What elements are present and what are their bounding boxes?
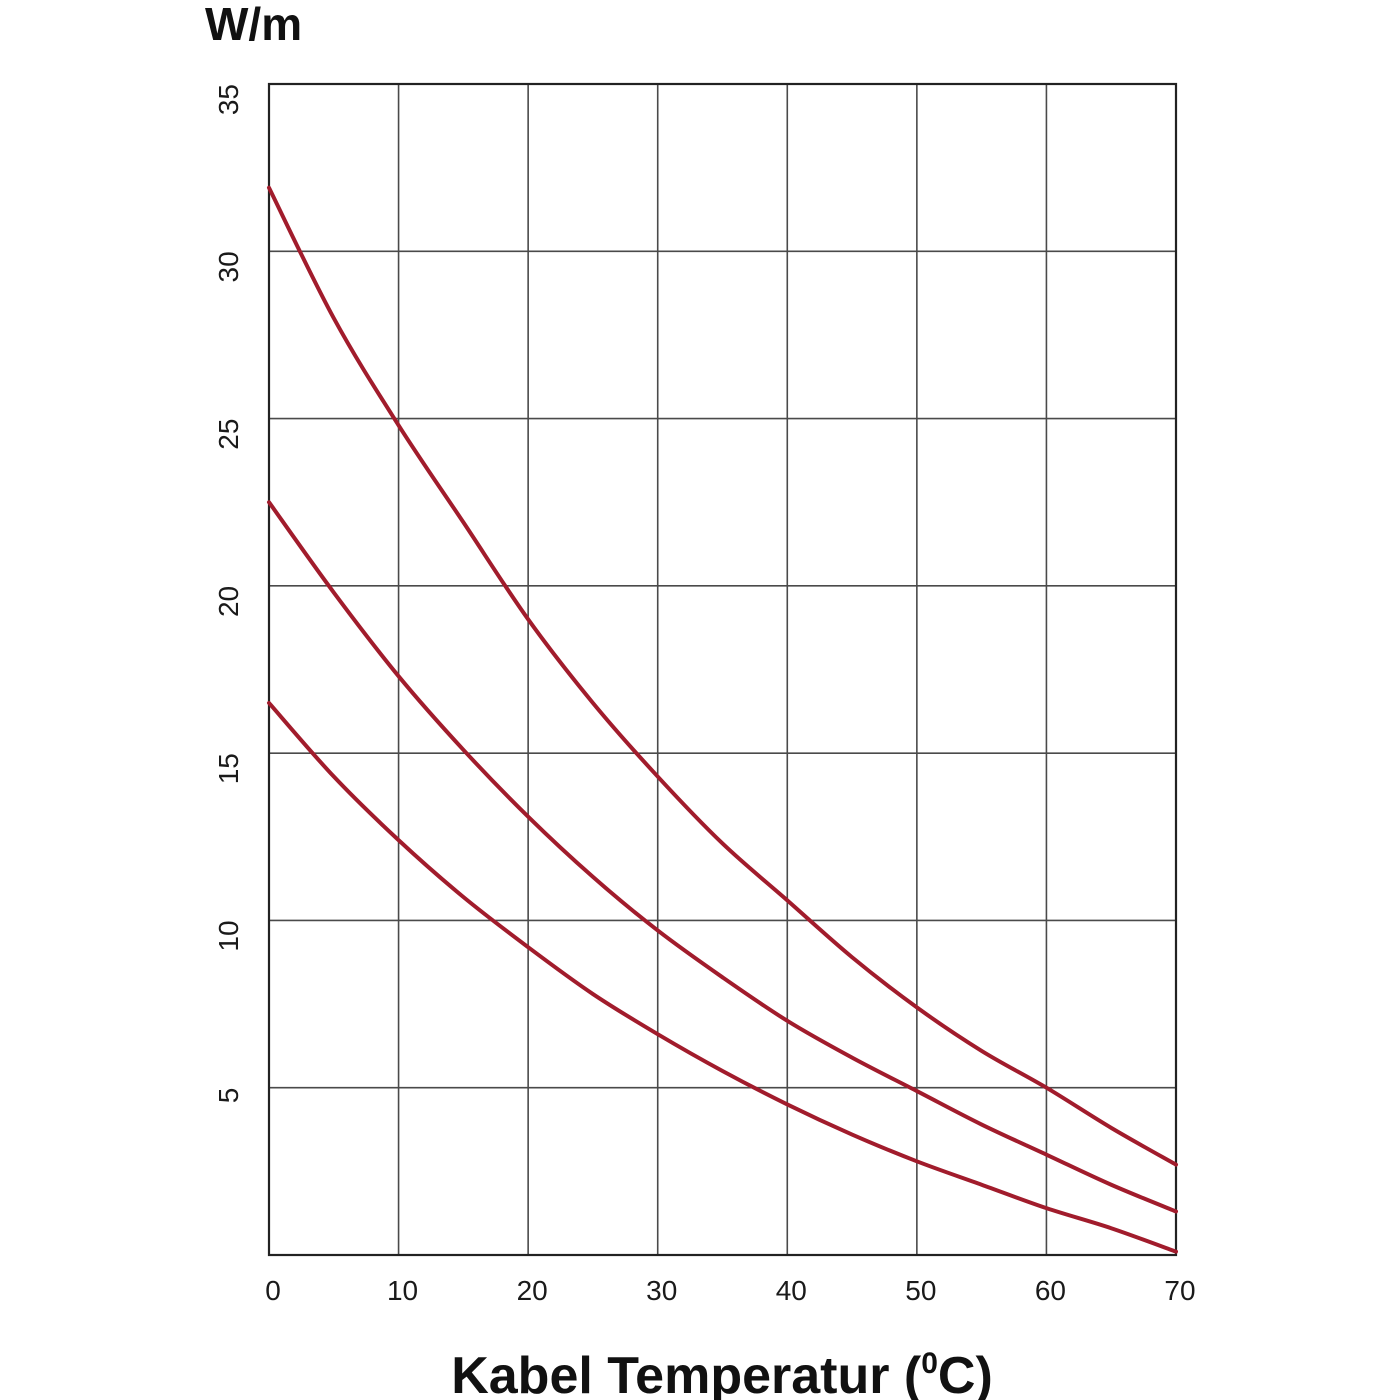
series-line-1: [267, 185, 1178, 1167]
y-tick-label: 10: [213, 920, 244, 951]
y-tick-label: 30: [213, 251, 244, 282]
y-axis-unit-label: W/m: [205, 0, 302, 50]
x-axis-title-text: Kabel Temperatur (: [451, 1347, 922, 1400]
grid: [269, 84, 1176, 1255]
y-tick-label: 25: [213, 419, 244, 450]
x-tick-label: 30: [646, 1275, 677, 1306]
plot-frame: [267, 82, 1178, 1257]
x-axis-title-superscript: 0: [921, 1347, 938, 1380]
x-tick-labels: 0 10 20 30 40 50 60 70: [265, 1275, 1195, 1306]
series-line-3: [267, 700, 1178, 1254]
x-axis-title-unit: C): [938, 1347, 993, 1400]
y-tick-labels: 5 10 15 20 25 30 35: [213, 84, 244, 1103]
y-tick-label: 5: [213, 1088, 244, 1104]
series-line-2: [267, 500, 1178, 1214]
x-tick-label: 70: [1164, 1275, 1195, 1306]
x-tick-label: 0: [265, 1275, 281, 1306]
x-tick-label: 20: [517, 1275, 548, 1306]
y-tick-label: 35: [213, 84, 244, 115]
series-lines: [267, 185, 1178, 1254]
y-tick-label: 15: [213, 753, 244, 784]
x-tick-label: 40: [776, 1275, 807, 1306]
x-tick-label: 50: [905, 1275, 936, 1306]
x-axis-title: Kabel Temperatur (0C): [451, 1347, 993, 1400]
x-tick-label: 10: [387, 1275, 418, 1306]
y-tick-label: 20: [213, 586, 244, 617]
x-tick-label: 60: [1035, 1275, 1066, 1306]
